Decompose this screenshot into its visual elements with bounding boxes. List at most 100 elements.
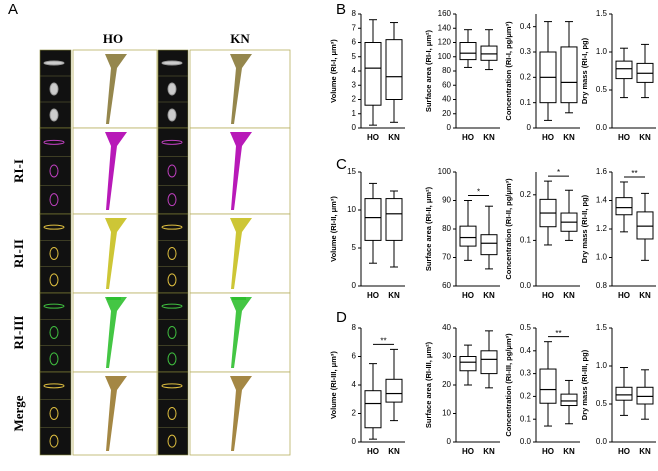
box [480, 234, 498, 256]
box [364, 390, 382, 429]
row-label: RI-III [11, 316, 26, 350]
y-axis-label: Concentration (RI-I, pg/μm³) [504, 21, 513, 121]
x-tick-label: KN [563, 447, 575, 456]
y-tick-label: 0.0 [520, 281, 532, 290]
cell-shape [230, 218, 252, 289]
thumbnail-strip [157, 292, 189, 373]
y-axis-label: Volume (RI-III, μm³) [329, 351, 338, 419]
x-tick-label: HO [618, 447, 630, 456]
y-tick-label: 30 [442, 352, 451, 361]
y-tick-label: 0.0 [520, 437, 532, 446]
y-tick-label: 0 [352, 281, 357, 290]
y-tick-label: 0.2 [520, 190, 532, 199]
y-axis-label: Surface area (RI-II, μm²) [424, 186, 433, 271]
y-tick-label: 3 [352, 80, 357, 89]
panel-label: B [336, 1, 346, 18]
y-tick-label: 10 [347, 205, 356, 214]
panel-label: A [8, 1, 18, 18]
y-tick-label: 160 [438, 9, 452, 18]
y-tick-label: 10 [442, 409, 451, 418]
thumbnail-cell [167, 193, 177, 207]
y-tick-label: 40 [442, 95, 451, 104]
panel-label: D [336, 309, 347, 326]
column-header: HO [103, 31, 123, 46]
y-tick-label: 1 [352, 109, 357, 118]
thumbnail-cell [49, 193, 59, 207]
x-tick-label: KN [563, 291, 575, 300]
x-tick-label: HO [618, 133, 630, 142]
thumbnail-strip [39, 371, 72, 456]
y-axis-label: Dry mass (RI-III, pg) [580, 349, 589, 420]
cell-shape [105, 132, 127, 210]
y-tick-label: 120 [438, 38, 452, 47]
y-tick-label: 0.2 [520, 72, 532, 81]
box [480, 45, 498, 61]
cell-shape [105, 376, 127, 451]
cell-shape [105, 218, 127, 289]
x-tick-label: KN [483, 291, 495, 300]
significance-label: ** [631, 169, 637, 178]
x-tick-label: HO [542, 447, 554, 456]
y-tick-label: 0.4 [520, 22, 532, 31]
y-tick-label: 70 [442, 253, 451, 262]
y-tick-label: 6 [352, 38, 357, 47]
box [459, 42, 477, 61]
y-tick-label: 1.4 [596, 196, 608, 205]
y-tick-label: 4 [352, 380, 357, 389]
y-tick-label: 0.4 [520, 346, 532, 355]
y-tick-label: 20 [442, 380, 451, 389]
thumbnail-cell [43, 303, 65, 309]
significance-label: * [477, 188, 480, 197]
thumbnail-cell [167, 352, 177, 366]
box [636, 386, 654, 405]
x-tick-label: KN [639, 447, 651, 456]
image-frame [72, 49, 158, 129]
y-tick-label: 0 [447, 437, 452, 446]
x-tick-label: KN [388, 447, 400, 456]
y-tick-label: 40 [442, 323, 451, 332]
thumbnail-cell [161, 383, 183, 389]
y-tick-label: 15 [347, 167, 356, 176]
x-tick-label: HO [618, 291, 630, 300]
y-tick-label: 1.0 [596, 361, 608, 370]
y-axis-label: Dry mass (RI-II, pg) [580, 194, 589, 263]
y-tick-label: 5 [352, 243, 357, 252]
thumbnail-cell [43, 60, 65, 66]
x-tick-label: HO [462, 447, 474, 456]
x-tick-label: KN [483, 133, 495, 142]
y-tick-label: 0.5 [520, 323, 532, 332]
box [560, 46, 578, 104]
y-tick-label: 8 [352, 9, 357, 18]
cell-shape [230, 376, 252, 451]
thumbnail-cell [49, 407, 59, 420]
x-tick-label: HO [542, 133, 554, 142]
box [459, 225, 477, 247]
thumbnail-cell [167, 273, 177, 287]
y-tick-label: 0 [447, 123, 452, 132]
y-tick-label: 60 [442, 281, 451, 290]
thumbnail-strip [157, 213, 189, 294]
x-tick-label: KN [563, 133, 575, 142]
box [385, 378, 403, 403]
box [615, 197, 633, 216]
thumbnail-strip [39, 213, 72, 294]
thumbnail-cell [49, 352, 59, 366]
cell-shape [230, 54, 252, 124]
cell-shape [105, 297, 127, 368]
significance-label: ** [380, 336, 386, 345]
thumbnail-strip [157, 127, 189, 215]
box [480, 350, 498, 375]
thumbnail-cell [49, 82, 59, 96]
y-tick-label: 7 [352, 23, 357, 32]
x-tick-label: HO [462, 133, 474, 142]
thumbnail-cell [161, 139, 183, 145]
y-tick-label: 0.3 [520, 47, 532, 56]
x-tick-label: HO [367, 291, 379, 300]
y-tick-label: 0 [352, 437, 357, 446]
thumbnail-cell [167, 247, 177, 260]
x-tick-label: KN [639, 291, 651, 300]
thumbnail-strip [157, 371, 189, 456]
thumbnail-cell [161, 224, 183, 230]
x-tick-label: HO [462, 291, 474, 300]
